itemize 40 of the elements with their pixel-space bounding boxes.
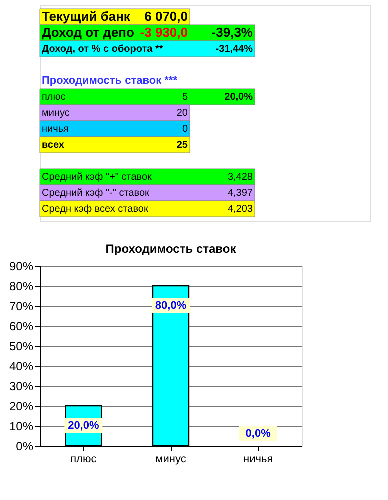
data-label: 20,0% [68, 420, 100, 432]
text: Проходимость ставок *** [42, 75, 178, 87]
text: Средний кэф "+" ставок [42, 172, 153, 183]
y-tick-label: 30% [9, 380, 34, 394]
text: Доход, от % с оборота ** [42, 44, 164, 55]
text: -39,3% [212, 25, 254, 40]
text: -31,44% [216, 44, 254, 55]
text: 25 [176, 140, 188, 151]
text: Средний кэф "-" ставок [42, 188, 150, 199]
text: Текущий банк [42, 9, 131, 24]
text: 3,428 [228, 172, 254, 183]
y-tick-label: 20% [9, 400, 34, 414]
text: плюс [42, 92, 66, 103]
text: Доход от депо [42, 25, 135, 40]
y-tick-label: 70% [9, 300, 34, 314]
text: ничья [42, 124, 69, 135]
chart-title: Проходимость ставок [106, 242, 238, 256]
text: минус [42, 108, 70, 119]
data-label: 0,0% [246, 428, 272, 440]
y-tick-label: 0% [16, 440, 34, 454]
text: 4,203 [228, 204, 254, 215]
text: Средн кэф всех ставок [42, 204, 149, 215]
text: 20 [176, 108, 188, 119]
data-label: 80,0% [155, 300, 187, 312]
y-tick-label: 40% [9, 360, 34, 374]
y-tick-label: 10% [9, 420, 34, 434]
text: 6 070,0 [144, 9, 188, 24]
text: 0 [182, 124, 188, 135]
y-tick-label: 90% [9, 260, 34, 274]
text: 5 [182, 92, 188, 103]
y-tick-label: 50% [9, 340, 34, 354]
text: 4,397 [228, 188, 254, 199]
x-tick-label: ничья [244, 454, 274, 466]
text: всех [42, 140, 65, 151]
y-tick-label: 60% [9, 320, 34, 334]
y-tick-label: 80% [9, 280, 34, 294]
x-tick-label: минус [156, 454, 187, 466]
text: 20,0% [224, 92, 254, 103]
x-tick-label: плюс [70, 454, 98, 466]
text: -3 930,0 [140, 25, 188, 40]
